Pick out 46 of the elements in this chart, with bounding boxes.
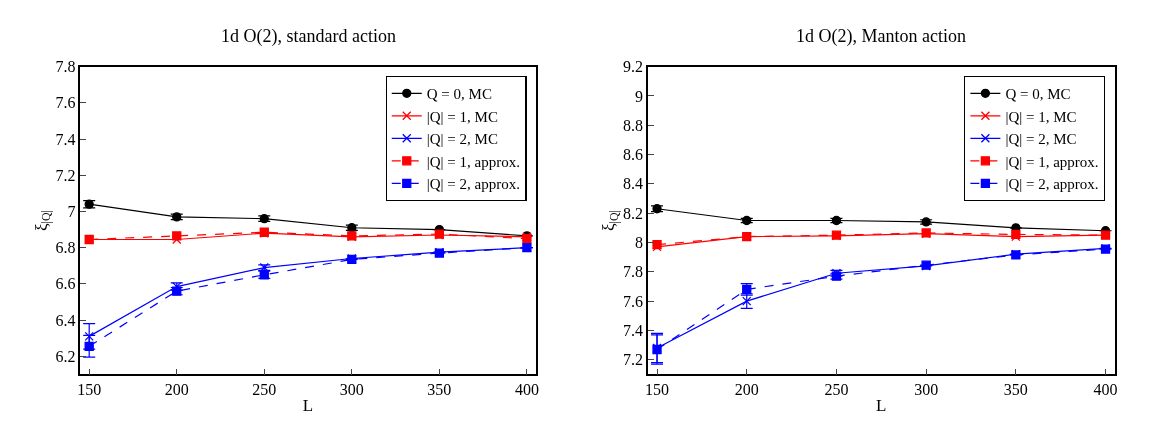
y-tick-label: 6.6	[55, 275, 76, 293]
y-tick-label: 7.8	[623, 263, 644, 281]
y-tick-label: 9	[635, 87, 644, 105]
y-tick-label: 7.4	[55, 130, 76, 148]
x-tick-label: 200	[734, 381, 759, 399]
y-tick-label: 8.6	[623, 146, 644, 164]
x-tick-label: 150	[645, 381, 670, 399]
y-tick-label: 7.6	[623, 292, 644, 310]
x-tick-label: 400	[514, 381, 539, 399]
y-tick-label: 8	[635, 234, 644, 252]
legend-label: |Q| = 1, approx.	[426, 153, 520, 170]
legend-label: |Q| = 2, approx.	[426, 176, 520, 193]
legend-label: |Q| = 2, MC	[426, 131, 498, 148]
legend-label: Q = 0, MC	[1005, 86, 1071, 103]
y-tick-label: 8.8	[623, 116, 644, 134]
legend-label: Q = 0, MC	[426, 86, 492, 103]
y-tick-label: 7.4	[623, 322, 644, 340]
x-tick-label: 150	[77, 381, 102, 399]
x-tick-label: 250	[824, 381, 849, 399]
y-tick-label: 6.2	[55, 347, 76, 365]
y-tick-label: 6.4	[55, 311, 76, 329]
chart-title: 1d O(2), Manton action	[796, 26, 966, 47]
x-axis-title: L	[876, 396, 887, 416]
chart-title: 1d O(2), standard action	[221, 26, 396, 47]
x-tick-label: 250	[252, 381, 277, 399]
x-tick-label: 350	[1003, 381, 1028, 399]
y-tick-label: 6.8	[55, 239, 76, 257]
y-tick-label: 7.8	[55, 58, 76, 76]
y-tick-label: 7.6	[55, 94, 76, 112]
legend-label: |Q| = 1, approx.	[1005, 153, 1099, 170]
legend-label: |Q| = 1, MC	[426, 108, 498, 125]
x-tick-label: 300	[339, 381, 364, 399]
legend-label: |Q| = 2, MC	[1005, 131, 1077, 148]
x-axis-title: L	[302, 396, 314, 416]
y-tick-label: 7.2	[623, 351, 644, 369]
x-tick-label: 300	[914, 381, 939, 399]
y-tick-label: 7	[67, 203, 76, 221]
x-tick-label: 350	[427, 381, 452, 399]
x-tick-label: 200	[164, 381, 189, 399]
y-tick-label: 8.4	[623, 175, 644, 193]
y-tick-label: 9.2	[623, 58, 644, 76]
y-tick-label: 8.2	[623, 204, 644, 222]
x-tick-label: 400	[1093, 381, 1118, 399]
legend-label: |Q| = 2, approx.	[1005, 176, 1099, 193]
legend-label: |Q| = 1, MC	[1005, 108, 1077, 125]
y-tick-label: 7.2	[55, 166, 76, 184]
